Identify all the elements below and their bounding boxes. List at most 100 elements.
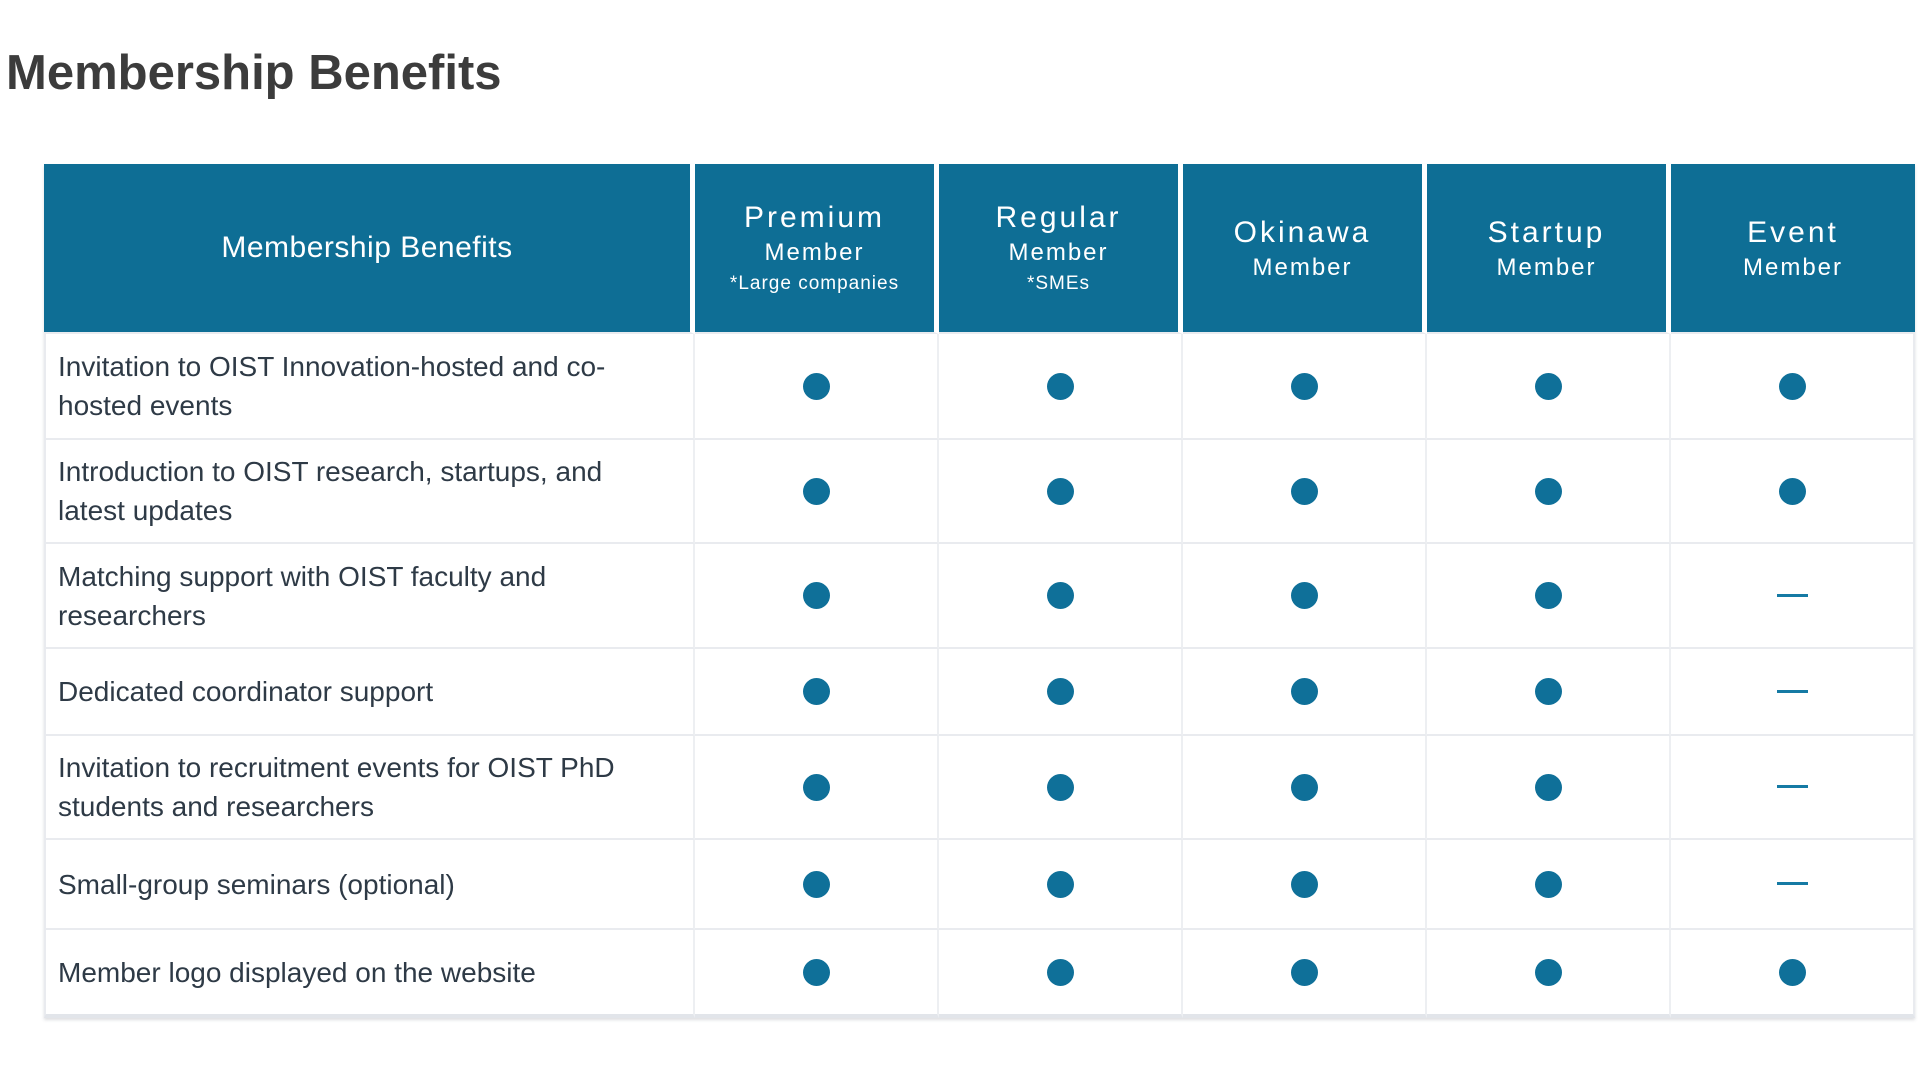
column-header-startup: Startup Member	[1427, 164, 1671, 334]
included-dot-icon	[1290, 582, 1318, 609]
column-header-sublabel: Member	[1008, 239, 1109, 266]
membership-benefits-table: Membership Benefits Premium Member *Large …	[44, 164, 1915, 1018]
availability-cell	[939, 334, 1183, 440]
table-row: Dedicated coordinator support	[44, 649, 1915, 736]
availability-cell	[1427, 440, 1671, 544]
availability-cell	[1671, 440, 1915, 544]
availability-cell	[1183, 544, 1427, 649]
included-dot-icon	[1290, 773, 1318, 801]
availability-cell	[939, 736, 1183, 840]
table-row: Invitation to OIST Innovation-hosted and…	[44, 334, 1915, 440]
page-title: Membership Benefits	[6, 46, 502, 100]
availability-cell	[695, 840, 939, 930]
included-dot-icon	[1534, 582, 1562, 609]
included-dot-icon	[1534, 870, 1562, 898]
included-dot-icon	[1534, 678, 1562, 705]
included-dot-icon	[1290, 958, 1318, 986]
availability-cell	[695, 440, 939, 544]
not-included-dash-icon	[1776, 785, 1808, 789]
included-dot-icon	[802, 678, 830, 705]
benefit-label: Dedicated coordinator support	[44, 649, 695, 736]
availability-cell	[695, 649, 939, 736]
benefit-label: Member logo displayed on the website	[44, 930, 695, 1018]
availability-cell	[939, 440, 1183, 544]
not-included-dash-icon	[1776, 882, 1808, 886]
benefits-column-header: Membership Benefits	[44, 164, 695, 334]
availability-cell	[1183, 840, 1427, 930]
availability-cell	[1427, 736, 1671, 840]
availability-cell	[695, 334, 939, 440]
included-dot-icon	[1290, 372, 1318, 400]
availability-cell	[1183, 334, 1427, 440]
included-dot-icon	[802, 870, 830, 898]
availability-cell	[1183, 440, 1427, 544]
availability-cell	[1183, 736, 1427, 840]
included-dot-icon	[1046, 477, 1074, 505]
included-dot-icon	[1290, 477, 1318, 505]
availability-cell	[939, 544, 1183, 649]
availability-cell	[1671, 649, 1915, 736]
included-dot-icon	[1534, 477, 1562, 505]
column-header-premium: Premium Member *Large companies	[695, 164, 939, 334]
included-dot-icon	[802, 582, 830, 609]
table-row: Member logo displayed on the website	[44, 930, 1915, 1018]
benefit-label: Introduction to OIST research, startups,…	[44, 440, 695, 544]
availability-cell	[1671, 334, 1915, 440]
column-header-label: Okinawa	[1233, 215, 1372, 249]
availability-cell	[939, 840, 1183, 930]
availability-cell	[939, 649, 1183, 736]
included-dot-icon	[1778, 958, 1806, 986]
column-header-note: *SMEs	[1026, 273, 1091, 294]
column-header-label: Premium	[743, 201, 885, 234]
not-included-dash-icon	[1776, 593, 1808, 597]
column-header-sublabel: Member	[1252, 253, 1353, 281]
membership-benefits-table-container: Membership Benefits Premium Member *Large …	[44, 164, 1915, 1018]
availability-cell	[1183, 649, 1427, 736]
availability-cell	[1183, 930, 1427, 1018]
availability-cell	[1671, 930, 1915, 1018]
included-dot-icon	[1046, 372, 1074, 400]
availability-cell	[695, 736, 939, 840]
included-dot-icon	[1290, 678, 1318, 705]
availability-cell	[1427, 649, 1671, 736]
column-header-regular: Regular Member *SMEs	[939, 164, 1183, 334]
benefit-label: Small-group seminars (optional)	[44, 840, 695, 930]
column-header-okinawa: Okinawa Member	[1183, 164, 1427, 334]
included-dot-icon	[1778, 372, 1806, 400]
included-dot-icon	[802, 773, 830, 801]
benefit-label: Invitation to recruitment events for OIS…	[44, 736, 695, 840]
table-row: Introduction to OIST research, startups,…	[44, 440, 1915, 544]
column-header-note: *Large companies	[729, 273, 900, 294]
included-dot-icon	[1046, 773, 1074, 801]
included-dot-icon	[1290, 870, 1318, 898]
included-dot-icon	[1534, 372, 1562, 400]
column-header-sublabel: Member	[1496, 253, 1597, 281]
included-dot-icon	[1046, 678, 1074, 705]
column-header-event: Event Member	[1671, 164, 1915, 334]
included-dot-icon	[802, 477, 830, 505]
column-header-label: Regular	[995, 201, 1122, 234]
included-dot-icon	[1534, 958, 1562, 986]
benefit-label: Matching support with OIST faculty and r…	[44, 544, 695, 649]
availability-cell	[1427, 930, 1671, 1018]
availability-cell	[1427, 544, 1671, 649]
availability-cell	[1671, 736, 1915, 840]
not-included-dash-icon	[1776, 689, 1808, 693]
column-header-label: Startup	[1487, 215, 1606, 249]
table-row: Invitation to recruitment events for OIS…	[44, 736, 1915, 840]
availability-cell	[1427, 840, 1671, 930]
benefit-label: Invitation to OIST Innovation-hosted and…	[44, 334, 695, 440]
included-dot-icon	[802, 372, 830, 400]
availability-cell	[1427, 334, 1671, 440]
included-dot-icon	[1046, 582, 1074, 609]
column-header-sublabel: Member	[1742, 253, 1844, 281]
table-row: Small-group seminars (optional)	[44, 840, 1915, 930]
availability-cell	[1671, 544, 1915, 649]
column-header-label: Event	[1747, 215, 1839, 249]
included-dot-icon	[1778, 477, 1806, 505]
included-dot-icon	[802, 958, 830, 986]
included-dot-icon	[1046, 958, 1074, 986]
availability-cell	[695, 544, 939, 649]
included-dot-icon	[1534, 773, 1562, 801]
table-row: Matching support with OIST faculty and r…	[44, 544, 1915, 649]
